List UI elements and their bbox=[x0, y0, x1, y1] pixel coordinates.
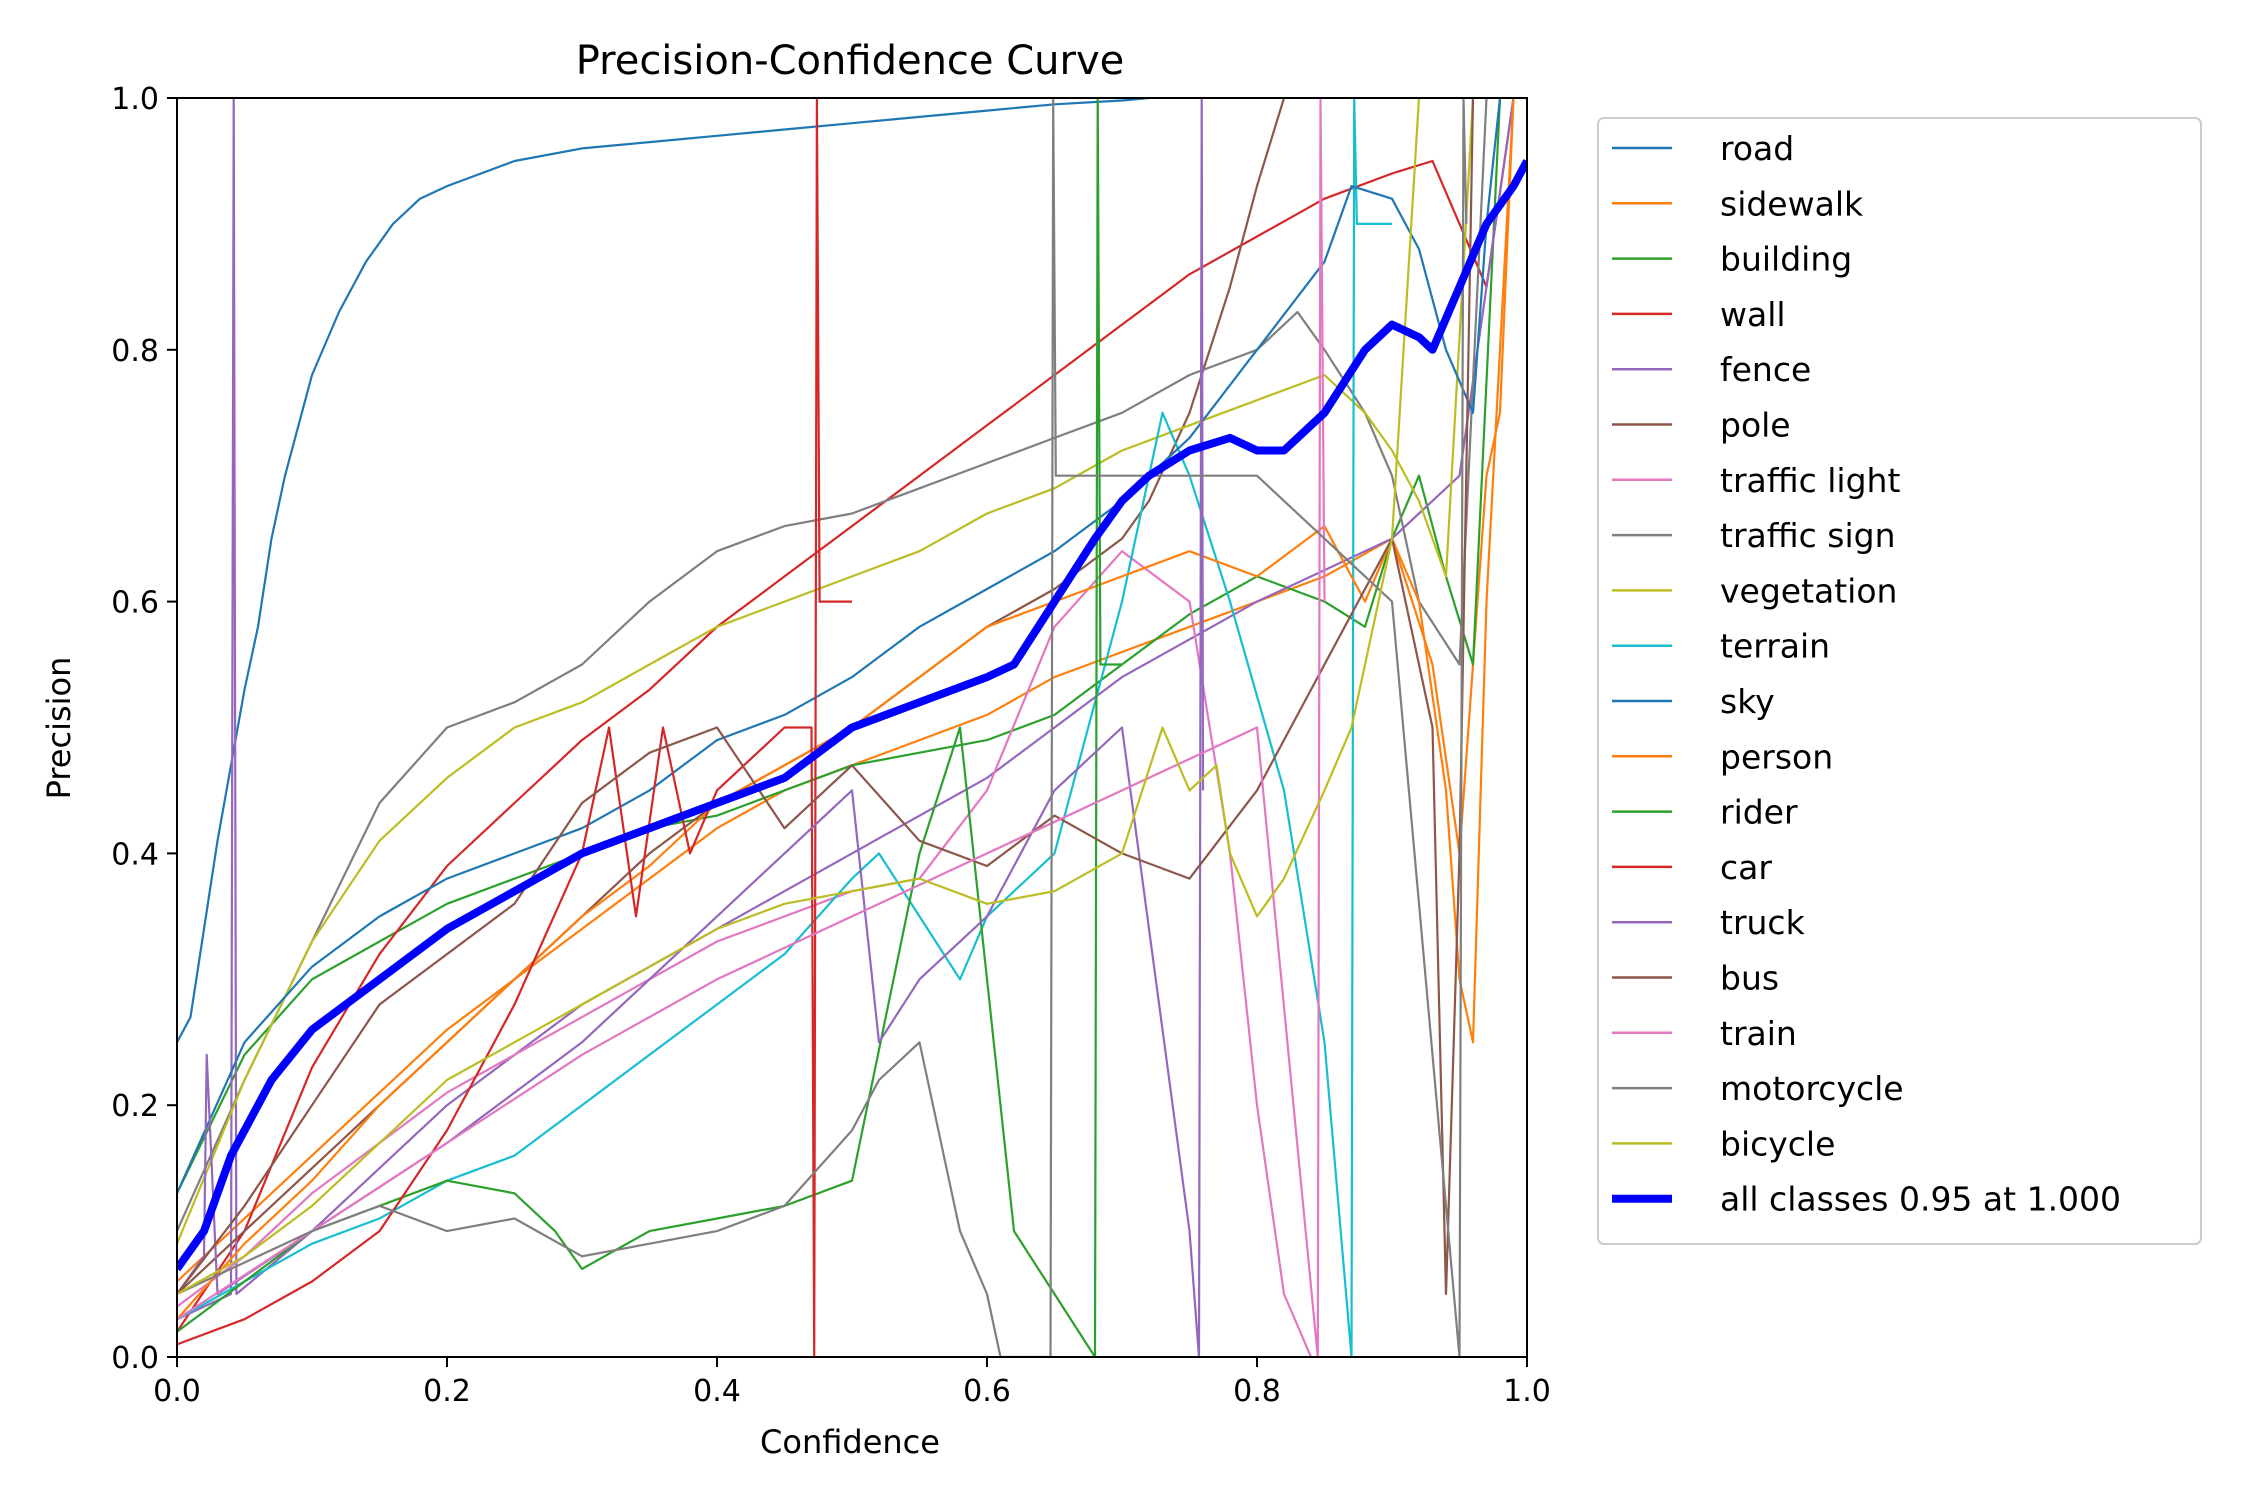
series-line-train bbox=[177, 98, 1326, 1357]
legend-label: wall bbox=[1720, 295, 1786, 334]
legend-label: rider bbox=[1720, 793, 1798, 832]
y-tick-label: 1.0 bbox=[111, 82, 159, 117]
series-line-all-classes-0-95-at-1-000 bbox=[177, 159, 1527, 1272]
legend-label: pole bbox=[1720, 406, 1791, 445]
legend: road sidewalk building wall fence pole traffic… bbox=[1597, 117, 2202, 1245]
series-line-car bbox=[177, 98, 852, 1357]
x-tick-label: 0.6 bbox=[963, 1374, 1011, 1409]
legend-box bbox=[1597, 117, 2202, 1245]
legend-label: traffic sign bbox=[1720, 516, 1896, 555]
x-tick-label: 0.8 bbox=[1233, 1374, 1281, 1409]
series-line-motorcycle bbox=[177, 98, 1468, 1357]
legend-label: terrain bbox=[1720, 627, 1830, 666]
series-line-sidewalk bbox=[177, 98, 1515, 1283]
legend-label: motorcycle bbox=[1720, 1069, 1904, 1108]
legend-label: truck bbox=[1720, 903, 1806, 942]
series-line-vegetation bbox=[177, 98, 1475, 1245]
legend-label: bicycle bbox=[1720, 1124, 1835, 1163]
y-tick-label: 0.2 bbox=[111, 1089, 159, 1124]
series-layer bbox=[177, 98, 1527, 1357]
y-tick-label: 0.0 bbox=[111, 1341, 159, 1376]
legend-label: train bbox=[1720, 1014, 1797, 1053]
x-tick-label: 0.4 bbox=[693, 1374, 741, 1409]
legend-label: all classes 0.95 at 1.000 bbox=[1720, 1180, 2121, 1219]
y-tick-label: 0.4 bbox=[111, 837, 159, 872]
y-axis-title: Precision bbox=[40, 657, 78, 800]
chart-title: Precision-Confidence Curve bbox=[576, 38, 1125, 84]
x-tick-label: 1.0 bbox=[1503, 1374, 1551, 1409]
legend-label: person bbox=[1720, 737, 1833, 776]
x-tick-label: 0.2 bbox=[423, 1374, 471, 1409]
x-tick-label: 0.0 bbox=[153, 1374, 201, 1409]
plot-frame bbox=[176, 97, 1528, 1358]
legend-label: vegetation bbox=[1720, 571, 1897, 610]
series-line-bicycle bbox=[177, 98, 1421, 1295]
x-axis-title: Confidence bbox=[760, 1423, 940, 1461]
legend-label: car bbox=[1720, 848, 1772, 887]
legend-label: traffic light bbox=[1720, 461, 1900, 500]
legend-label: road bbox=[1720, 129, 1794, 168]
series-line-wall bbox=[177, 98, 1515, 1333]
legend-label: building bbox=[1720, 240, 1852, 279]
y-tick-label: 0.8 bbox=[111, 334, 159, 369]
series-line-bus bbox=[177, 98, 1475, 1296]
series-line-sky bbox=[177, 98, 1502, 1194]
legend-label: sidewalk bbox=[1720, 184, 1864, 223]
y-tick-label: 0.6 bbox=[111, 586, 159, 621]
legend-label: fence bbox=[1720, 350, 1811, 389]
ticks-layer: 0.0 0.2 0.4 0.6 0.8 1.0 0.0 0.2 0.4 0.6 0.8 1.0 bbox=[111, 82, 1551, 1409]
legend-label: sky bbox=[1720, 682, 1775, 721]
legend-label: bus bbox=[1720, 959, 1779, 998]
series-line-traffic-sign bbox=[177, 98, 1488, 1232]
